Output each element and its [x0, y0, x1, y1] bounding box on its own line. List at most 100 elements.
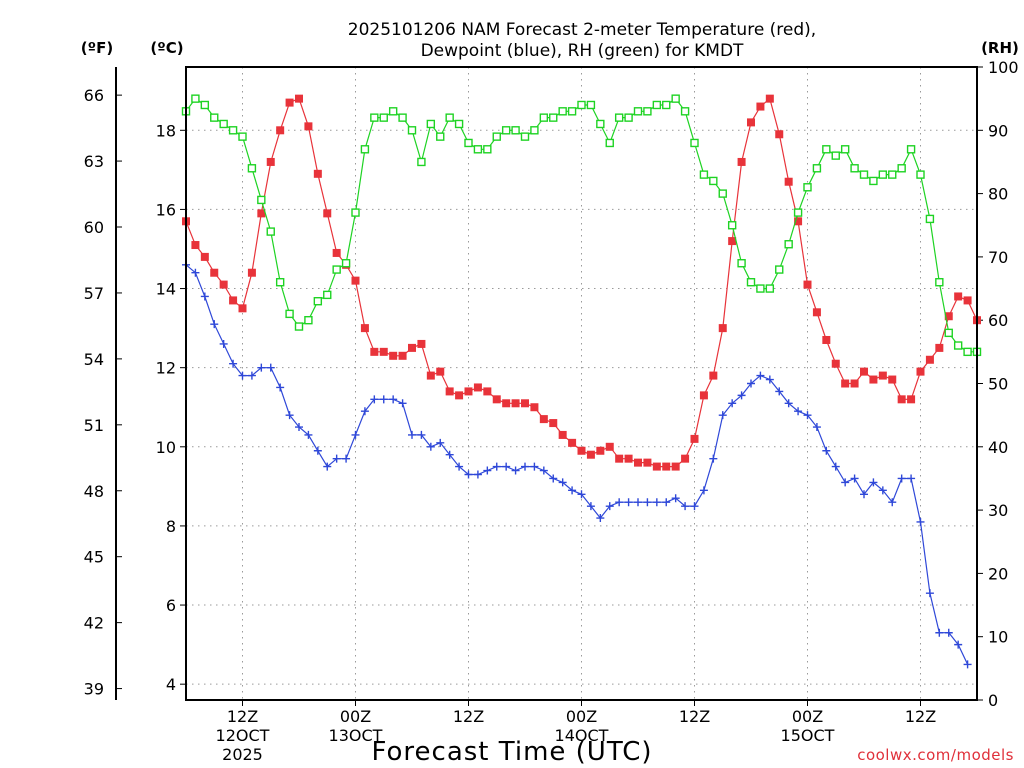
- rh-tick-label: 0: [988, 691, 998, 710]
- rh-point: [294, 322, 304, 331]
- 2-meter-temperature-point: [473, 383, 482, 392]
- rh-point: [605, 138, 614, 148]
- rh-point: [379, 113, 388, 122]
- dewpoint-point: [210, 320, 219, 329]
- 2-meter-temperature-point: [878, 371, 887, 380]
- dewpoint-point: [426, 442, 435, 451]
- dewpoint-point: [549, 474, 558, 483]
- dewpoint-point: [869, 478, 878, 487]
- 2-meter-temperature-point: [247, 268, 256, 277]
- dewpoint-point: [652, 498, 661, 507]
- rh-point: [614, 113, 624, 122]
- 2-meter-temperature-point: [200, 252, 209, 261]
- x-tick-label-time: 00Z: [340, 707, 371, 726]
- dewpoint-point: [963, 660, 972, 669]
- rh-point: [662, 100, 671, 110]
- 2-meter-temperature-point: [464, 387, 473, 396]
- rh-point: [238, 132, 247, 141]
- fahrenheit-tick-label: 63: [84, 152, 104, 171]
- dewpoint-point: [247, 371, 256, 380]
- 2-meter-temperature-point: [257, 209, 266, 218]
- celsius-tick-label: 4: [166, 675, 176, 694]
- dewpoint-point: [737, 391, 746, 400]
- rh-point: [671, 94, 680, 103]
- rh-point: [407, 126, 417, 135]
- rh-point: [840, 145, 850, 154]
- 2-meter-temperature-point: [907, 395, 916, 404]
- rh-point: [228, 126, 238, 135]
- dewpoint-point: [728, 399, 737, 408]
- data-series: [181, 94, 982, 669]
- rh-tick-label: 30: [988, 501, 1008, 520]
- dewpoint-point: [323, 462, 332, 471]
- 2-meter-temperature-point: [549, 419, 558, 428]
- 2-meter-temperature-point: [351, 276, 360, 285]
- celsius-tick-label: 6: [166, 596, 176, 615]
- rh-point: [417, 157, 426, 167]
- 2-meter-temperature-point: [304, 122, 313, 131]
- 2-meter-temperature-point: [436, 367, 445, 376]
- rh-point: [737, 259, 746, 268]
- rh-point: [313, 297, 323, 306]
- dewpoint-point: [747, 379, 755, 388]
- dewpoint-point: [634, 498, 642, 507]
- rh-point: [210, 113, 219, 122]
- rh-point: [388, 107, 398, 116]
- 2-meter-temperature-point: [652, 462, 661, 471]
- dewpoint-line: [185, 264, 969, 665]
- 2-meter-temperature-point: [831, 359, 840, 368]
- rh-point: [483, 145, 492, 154]
- 2-meter-temperature-point: [426, 371, 435, 380]
- 2-meter-temperature-point: [662, 462, 671, 471]
- 2-meter-temperature-point: [699, 391, 708, 400]
- dewpoint-point: [596, 514, 605, 523]
- fahrenheit-tick-label: 54: [84, 350, 104, 369]
- rh-point: [464, 138, 473, 148]
- 2-meter-temperature-point: [756, 102, 765, 111]
- rh-tick-label: 20: [988, 564, 1008, 583]
- dewpoint-point: [389, 395, 398, 404]
- 2-meter-temperature-point: [417, 339, 426, 348]
- 2-meter-temperature-point: [765, 94, 774, 103]
- rh-point: [643, 107, 652, 116]
- dewpoint-point: [784, 399, 793, 408]
- 2-meter-temperature-point: [709, 371, 718, 380]
- dewpoint-point: [568, 486, 577, 495]
- 2-meter-temperature-point: [737, 157, 746, 166]
- 2-meter-temperature-point: [323, 209, 332, 218]
- x-tick-label-date: 13OCT: [329, 726, 383, 745]
- x-tick-label-date: 15OCT: [781, 726, 835, 745]
- dewpoint-point: [878, 486, 887, 495]
- dewpoint-point: [803, 411, 812, 420]
- rh-point: [257, 195, 266, 205]
- rh-point: [219, 119, 228, 129]
- dewpoint-point: [445, 450, 454, 459]
- 2-meter-temperature-point: [916, 367, 925, 376]
- rh-point: [370, 113, 379, 122]
- dewpoint-point: [436, 438, 445, 447]
- dewpoint-point: [907, 474, 916, 483]
- dewpoint-point: [841, 478, 850, 487]
- dewpoint-point: [822, 446, 831, 455]
- rh-unit-label: (RH): [981, 39, 1019, 57]
- rh-point: [775, 265, 784, 274]
- dewpoint-point: [379, 395, 388, 404]
- dewpoint-point: [558, 478, 567, 487]
- 2-meter-temperature-point: [775, 130, 784, 139]
- 2-meter-temperature-point: [483, 387, 492, 396]
- dewpoint-point: [455, 462, 464, 471]
- fahrenheit-tick-label: 39: [84, 680, 104, 699]
- fahrenheit-tick-label: 45: [84, 548, 104, 567]
- 2-meter-temperature-point: [615, 454, 624, 463]
- rh-point: [680, 107, 690, 116]
- dewpoint-point: [200, 292, 209, 301]
- rh-tick-label: 90: [988, 121, 1008, 140]
- rh-point: [784, 240, 793, 249]
- 2-meter-temperature-point: [803, 280, 812, 289]
- dewpoint-point: [699, 486, 708, 495]
- celsius-tick-label: 10: [156, 438, 176, 457]
- rh-point: [822, 145, 831, 154]
- rh-point: [567, 107, 577, 116]
- 2-meter-temperature-point: [558, 430, 567, 439]
- rh-point: [888, 170, 897, 179]
